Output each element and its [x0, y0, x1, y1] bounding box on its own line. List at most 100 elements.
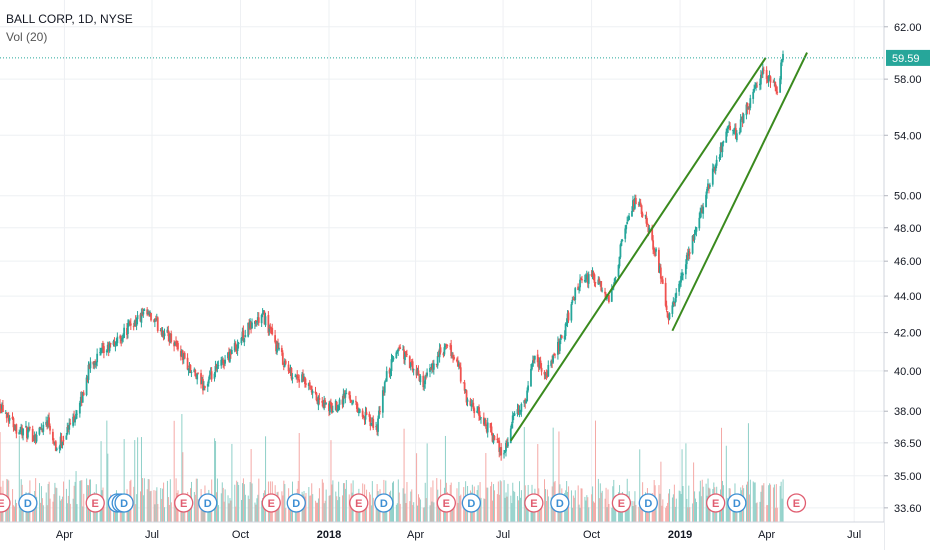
candle-body	[673, 302, 676, 305]
volume-bar	[485, 453, 487, 522]
volume-bar	[55, 487, 57, 522]
volume-bar	[348, 494, 350, 522]
volume-bar	[584, 496, 586, 522]
candle-body	[298, 379, 301, 383]
candle-body	[520, 403, 523, 412]
volume-bar	[459, 495, 461, 522]
candle-body	[281, 352, 284, 365]
candle-body	[383, 382, 386, 393]
candle-body	[288, 370, 291, 371]
candle-body	[147, 312, 150, 315]
candle-body	[228, 352, 231, 362]
candle-body	[728, 124, 731, 127]
volume-bar	[188, 503, 190, 522]
volume-bar	[672, 494, 674, 522]
volume-bar	[304, 496, 306, 522]
candle-body	[343, 394, 346, 399]
candle-body	[619, 244, 622, 258]
candle-body	[781, 58, 783, 62]
volume-bar	[779, 486, 781, 522]
candle-body	[190, 372, 193, 374]
candle-body	[60, 436, 63, 446]
candle-body	[223, 363, 226, 366]
volume-bar	[594, 502, 596, 522]
volume-bar	[107, 453, 109, 522]
candle-body	[120, 339, 123, 342]
candle-body	[445, 344, 448, 346]
volume-bar	[498, 494, 500, 522]
candle-body	[370, 422, 373, 425]
candle-body	[429, 368, 431, 372]
volume-bar	[249, 482, 251, 522]
svg-text:E: E	[712, 498, 719, 510]
candle-body	[597, 279, 600, 285]
volume-bar	[103, 503, 105, 522]
volume-bar	[756, 502, 758, 522]
volume-bar	[395, 504, 397, 522]
volume-bar	[9, 501, 11, 522]
volume-bar	[413, 502, 415, 522]
candle-body	[208, 374, 211, 380]
candle-body	[210, 371, 213, 380]
svg-text:D: D	[556, 498, 564, 510]
candle-body	[438, 348, 441, 358]
volume-bar	[339, 496, 341, 522]
candle-body	[652, 240, 655, 250]
candle-body	[364, 411, 367, 420]
volume-bar	[275, 504, 277, 522]
volume-bar	[40, 486, 42, 522]
candle-body	[512, 414, 515, 417]
x-tick-label: Jul	[145, 529, 159, 541]
candle-body	[389, 370, 392, 375]
volume-bar	[241, 499, 243, 522]
volume-bar	[128, 503, 130, 522]
volume-bar	[355, 506, 357, 522]
candle-body	[408, 356, 411, 369]
candle-body	[719, 146, 722, 158]
candle-body	[583, 279, 586, 282]
candle-body	[404, 352, 406, 361]
volume-bar	[76, 504, 78, 522]
volume-bar	[520, 490, 522, 522]
svg-text:E: E	[530, 498, 537, 510]
candle-body	[358, 409, 361, 413]
volume-bar	[587, 497, 589, 522]
candle-body	[570, 304, 573, 321]
volume-bar	[392, 481, 394, 522]
candle-body	[116, 336, 119, 344]
candle-body	[22, 428, 24, 436]
candle-body	[687, 250, 690, 256]
volume-bar	[227, 495, 229, 522]
candle-body	[700, 208, 703, 213]
candle-body	[128, 322, 131, 323]
candle-body	[618, 256, 621, 267]
candle-body	[410, 361, 413, 362]
x-tick-label: Jul	[496, 529, 510, 541]
volume-bar	[599, 483, 601, 522]
candle-body	[291, 377, 294, 380]
volume-bar	[665, 507, 667, 522]
candle-body	[391, 358, 394, 360]
candle-body	[745, 104, 748, 116]
candle-body	[524, 399, 527, 404]
volume-bar	[579, 507, 581, 522]
candle-body	[108, 343, 111, 352]
volume-bar	[496, 494, 498, 522]
volume-bar	[289, 507, 291, 522]
volume-bar	[325, 489, 327, 522]
candle-body	[228, 351, 230, 361]
volume-bar	[298, 433, 300, 522]
volume-bar	[662, 499, 664, 522]
candle-body	[322, 401, 325, 408]
candle-body	[170, 333, 173, 342]
candle-body	[362, 415, 365, 418]
candle-body	[371, 417, 374, 423]
volume-bar	[235, 506, 237, 522]
volume-bar	[604, 498, 606, 522]
candle-body	[505, 442, 507, 452]
volume-bar	[248, 498, 250, 522]
volume-bar	[701, 479, 703, 522]
candle-body	[660, 277, 663, 279]
